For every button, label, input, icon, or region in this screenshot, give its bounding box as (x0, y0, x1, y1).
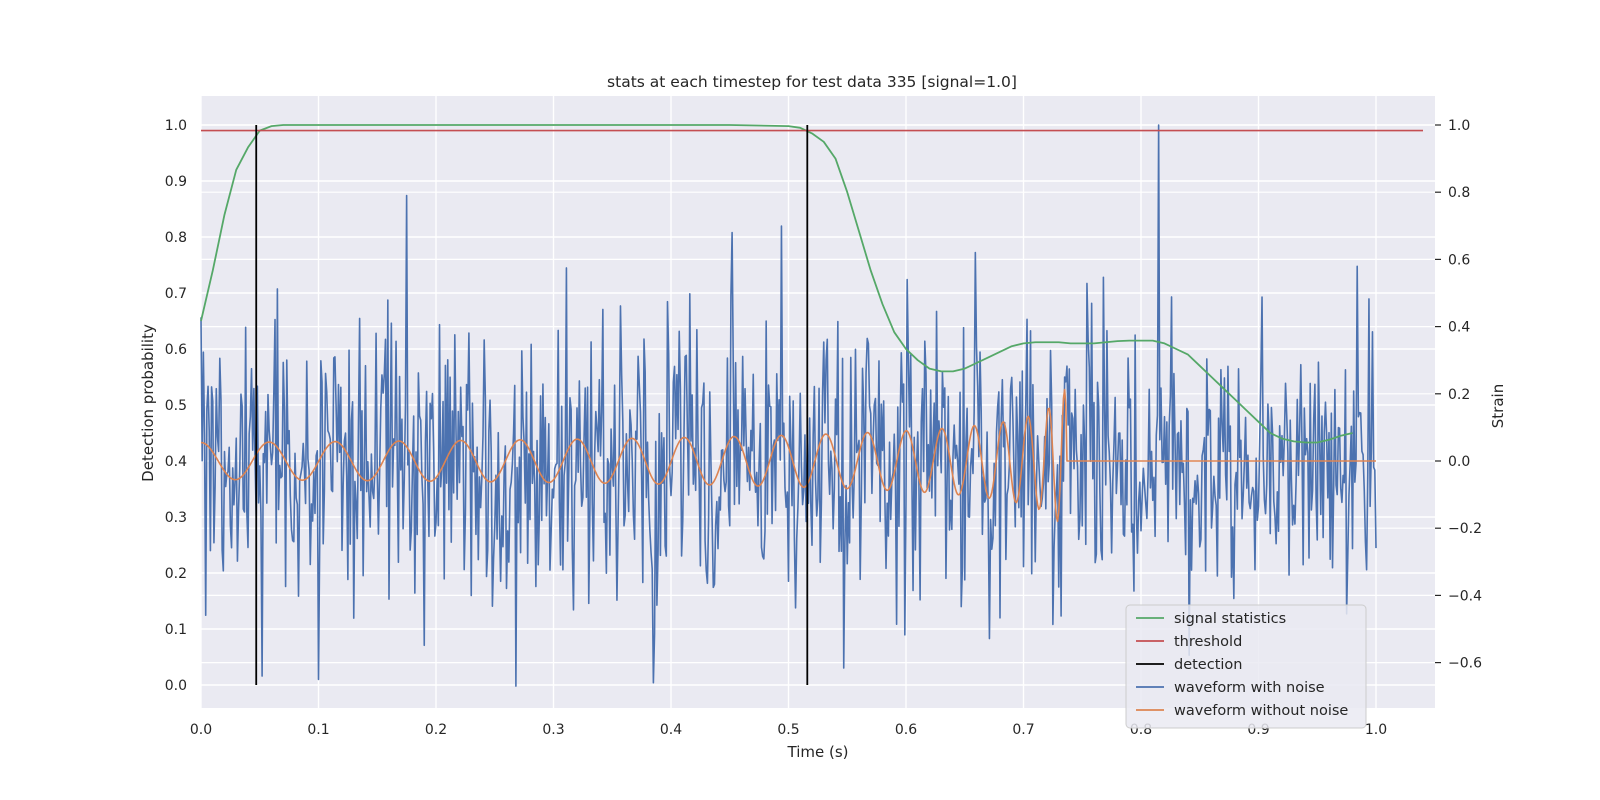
x-tick-label: 0.3 (542, 722, 564, 738)
legend-label: waveform without noise (1174, 703, 1348, 719)
legend-label: detection (1174, 657, 1242, 673)
y-left-tick-label: 1.0 (165, 118, 187, 134)
y-axis-right-ticks: −0.6 −0.4 −0.2 0.0 0.2 0.4 0.6 0.8 1.0 (1435, 118, 1482, 672)
legend: signal statistics threshold detection wavef… (1125, 604, 1367, 729)
y-right-tick-label: 0.8 (1448, 185, 1470, 201)
x-tick-label: 0.1 (307, 722, 329, 738)
y-left-tick-label: 0.8 (165, 230, 187, 246)
x-axis-ticks: 0.0 0.1 0.2 0.3 0.4 0.5 0.6 0.7 0.8 0.9 1.0 (190, 722, 1387, 738)
legend-label: waveform with noise (1174, 680, 1325, 696)
y-right-tick-label: 0.6 (1448, 252, 1470, 268)
plot-series (200, 124, 1423, 687)
y-axis-left-label: Detection probability (139, 324, 157, 482)
y-left-tick-label: 0.6 (165, 342, 187, 358)
x-tick-label: 0.5 (777, 722, 799, 738)
y-right-tick-label: −0.6 (1448, 656, 1482, 672)
x-axis-label: Time (s) (787, 743, 849, 761)
x-tick-label: 0.7 (1012, 722, 1034, 738)
y-right-tick-label: 0.2 (1448, 387, 1470, 403)
y-left-tick-label: 0.5 (165, 398, 187, 414)
series-waveform-without-noise (200, 388, 1376, 523)
x-tick-label: 0.4 (660, 722, 682, 738)
y-left-tick-label: 0.0 (165, 678, 187, 694)
y-axis-left-ticks: 0.0 0.1 0.2 0.3 0.4 0.5 0.6 0.7 0.8 0.9 1.0 (165, 118, 187, 694)
y-left-tick-label: 0.9 (165, 174, 187, 190)
legend-box (1125, 604, 1367, 729)
y-right-tick-label: −0.4 (1448, 588, 1482, 604)
y-right-tick-label: −0.2 (1448, 521, 1482, 537)
chart-title: stats at each timestep for test data 335… (607, 73, 1017, 91)
y-left-tick-label: 0.4 (165, 454, 187, 470)
x-tick-label: 1.0 (1365, 722, 1387, 738)
series-waveform-with-noise (200, 124, 1377, 687)
y-left-tick-label: 0.1 (165, 622, 187, 638)
y-axis-right-label: Strain (1489, 384, 1507, 428)
legend-label: signal statistics (1174, 611, 1286, 627)
y-right-tick-label: 1.0 (1448, 118, 1470, 134)
x-tick-label: 0.6 (895, 722, 917, 738)
x-tick-label: 0.2 (425, 722, 447, 738)
x-tick-label: 0.0 (190, 722, 212, 738)
y-left-tick-label: 0.7 (165, 286, 187, 302)
y-left-tick-label: 0.3 (165, 510, 187, 526)
y-left-tick-label: 0.2 (165, 566, 187, 582)
series-signal-statistics (200, 124, 1353, 444)
y-right-tick-label: 0.4 (1448, 320, 1470, 336)
y-right-tick-label: 0.0 (1448, 454, 1470, 470)
legend-label: threshold (1174, 634, 1242, 650)
